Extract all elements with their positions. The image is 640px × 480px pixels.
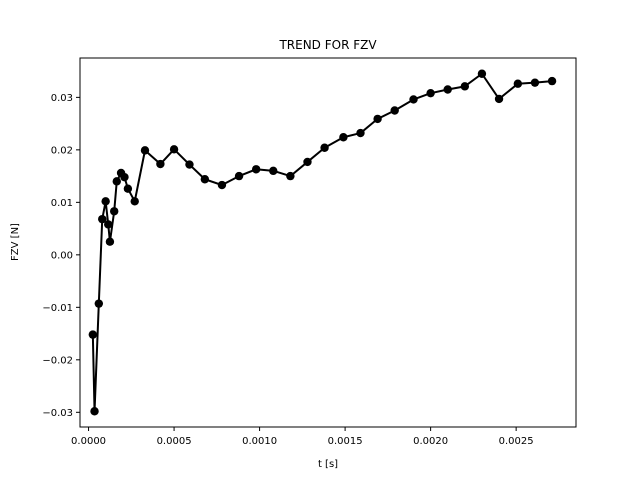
data-point (339, 133, 348, 142)
data-point (547, 76, 557, 86)
data-point (513, 79, 523, 88)
data-point (140, 146, 150, 155)
data-point (130, 197, 139, 206)
data-point (373, 114, 382, 124)
data-point (200, 175, 210, 184)
x-axis-ticks: 0.0000 0.0005 0.0010 0.0015 0.0020 0.0025 (71, 427, 534, 447)
y-tick-label: 0.00 (51, 250, 73, 261)
data-point (98, 214, 107, 224)
x-axis-label: t [s] (318, 459, 338, 470)
chart-title: TREND FOR FZV (278, 38, 377, 52)
x-tick-label: 0.0020 (413, 436, 448, 447)
data-point (217, 180, 227, 190)
data-point (320, 143, 329, 152)
data-point (303, 157, 312, 167)
data-point (123, 184, 133, 193)
data-point (101, 197, 110, 206)
x-tick-label: 0.0005 (157, 436, 192, 447)
data-point (426, 88, 435, 98)
data-point (251, 165, 261, 174)
data-point (460, 82, 470, 91)
x-tick-label: 0.0015 (328, 436, 363, 447)
data-point (104, 220, 113, 229)
y-tick-label: 0.01 (51, 198, 73, 209)
y-tick-label: −0.02 (42, 355, 73, 366)
y-tick-label: 0.03 (51, 93, 73, 104)
x-tick-label: 0.0000 (71, 436, 106, 447)
axes-frame (79, 57, 577, 428)
data-point (185, 160, 194, 169)
data-point (88, 330, 98, 339)
data-point (494, 94, 504, 104)
data-point (234, 171, 244, 181)
data-point (356, 128, 365, 138)
data-point (112, 177, 121, 186)
data-point (390, 106, 399, 115)
x-tick-label: 0.0025 (499, 436, 534, 447)
data-point (110, 207, 119, 216)
y-tick-label: −0.01 (42, 303, 73, 314)
y-tick-label: 0.02 (51, 145, 73, 156)
data-point (269, 166, 278, 176)
data-point (477, 69, 487, 78)
data-point (156, 159, 165, 169)
data-point (105, 237, 115, 246)
data-point (443, 85, 452, 94)
data-point (530, 78, 540, 87)
y-axis-label: FZV [N] (10, 223, 21, 261)
plot-area (88, 69, 557, 416)
data-point (120, 172, 129, 182)
y-tick-label: −0.03 (42, 408, 73, 419)
x-tick-label: 0.0010 (242, 436, 277, 447)
data-point (90, 407, 99, 416)
y-axis-ticks: −0.03 −0.02 −0.01 0.00 0.01 0.02 0.03 (42, 93, 80, 419)
data-point (94, 299, 104, 308)
data-point (409, 95, 418, 104)
data-point (286, 171, 295, 181)
series-line (91, 72, 553, 413)
data-point (169, 145, 179, 154)
